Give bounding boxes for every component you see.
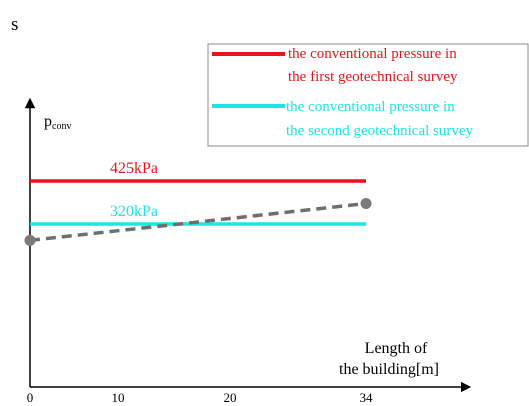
series-second-label: 320kPa	[110, 203, 158, 220]
x-tick-label: 34	[360, 390, 374, 405]
legend-box	[207, 43, 529, 147]
x-axis-label-line1: Length of	[365, 340, 428, 357]
series-trend-point	[24, 234, 36, 246]
series-trend-line	[29, 201, 367, 243]
x-tick-label: 10	[112, 390, 125, 405]
y-axis-label-sub: conv	[52, 121, 71, 132]
y-axis-label-main: p	[44, 113, 52, 130]
legend-first-line1: the conventional pressure in	[288, 46, 457, 62]
legend: the conventional pressure in the first g…	[207, 43, 529, 147]
x-tick-label: 0	[27, 390, 34, 405]
legend-second-line2: the second geotechnical survey	[286, 123, 474, 139]
panel-label: s	[11, 14, 18, 35]
x-axis-label-line2: the building[m]	[339, 361, 439, 378]
legend-second-line1: the conventional pressure in	[286, 99, 455, 115]
series-trend-point	[360, 198, 372, 210]
y-axis-label: pconv	[44, 113, 71, 132]
series-first-label: 425kPa	[110, 160, 158, 177]
x-tick-labels: 0 10 20 34	[27, 390, 373, 405]
legend-first-line2: the first geotechnical survey	[288, 69, 458, 85]
x-tick-label: 20	[224, 390, 237, 405]
